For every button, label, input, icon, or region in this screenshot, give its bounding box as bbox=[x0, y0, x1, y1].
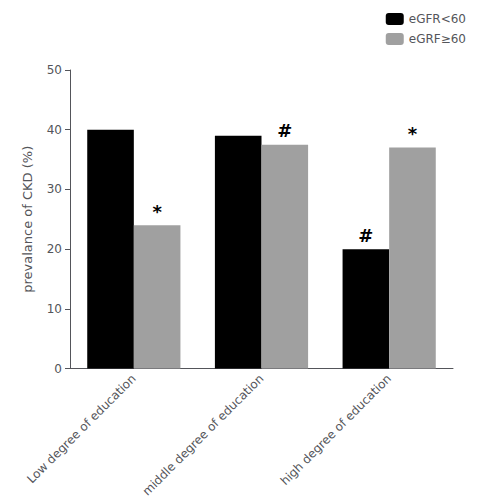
svg-text:eGRF≥60: eGRF≥60 bbox=[409, 32, 466, 46]
svg-text:20: 20 bbox=[47, 242, 62, 256]
svg-text:prevalance of CKD (%): prevalance of CKD (%) bbox=[20, 146, 35, 293]
svg-text:10: 10 bbox=[47, 302, 62, 316]
svg-text:*: * bbox=[408, 123, 418, 144]
svg-text:*: * bbox=[152, 201, 162, 222]
svg-text:30: 30 bbox=[47, 182, 62, 196]
svg-text:Low degree of education: Low degree of education bbox=[24, 372, 139, 487]
svg-text:eGFR<60: eGFR<60 bbox=[409, 12, 466, 26]
svg-text:#: # bbox=[277, 120, 292, 141]
svg-text:40: 40 bbox=[47, 123, 62, 137]
svg-text:0: 0 bbox=[54, 362, 62, 376]
svg-text:high degree of education: high degree of education bbox=[278, 372, 394, 488]
svg-text:middle degree of education: middle degree of education bbox=[140, 372, 267, 499]
svg-text:50: 50 bbox=[47, 63, 62, 77]
svg-text:#: # bbox=[358, 225, 373, 246]
